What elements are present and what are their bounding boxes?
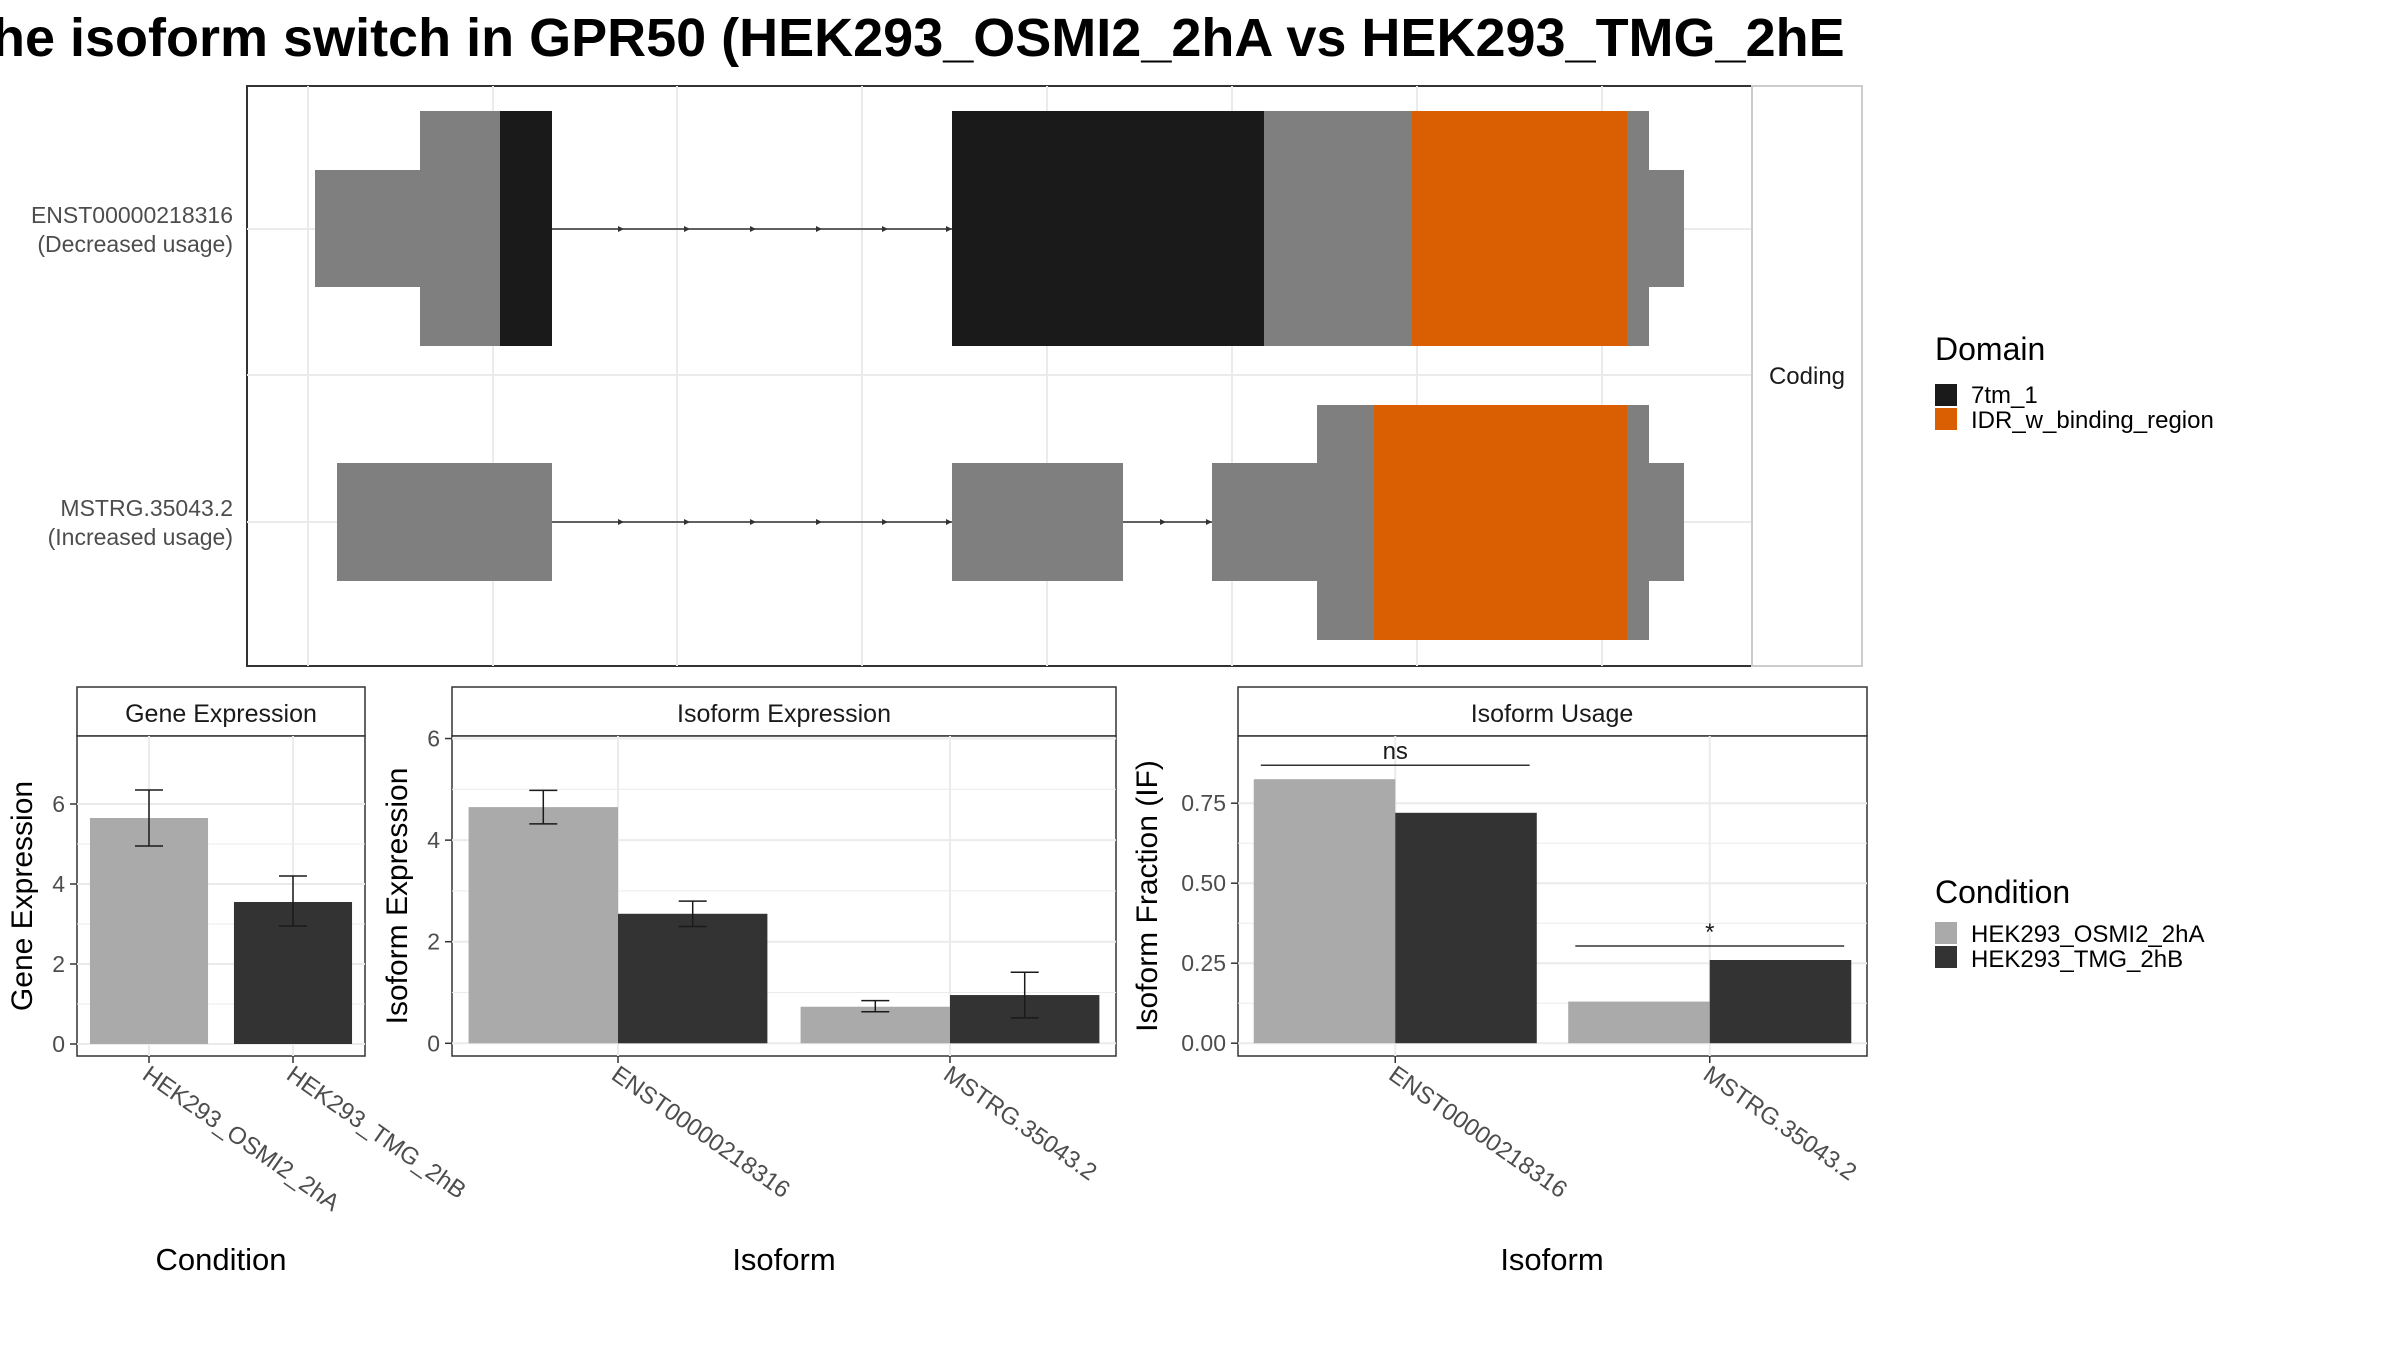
bar	[1395, 812, 1537, 1044]
intron-arrows	[618, 226, 952, 232]
isoform-expression-ylabel: Isoform Expression	[381, 768, 414, 1025]
utr-exon	[1649, 170, 1684, 287]
utr-exon	[1649, 463, 1684, 581]
cds-exon	[1317, 405, 1374, 640]
y-tick-label: 2	[427, 929, 440, 955]
y-tick-label: 0	[427, 1030, 440, 1056]
isoform-usage-bars	[1253, 779, 1852, 1044]
cds-exon	[1627, 111, 1649, 346]
isoform-expression-panel: Isoform Expression 0 2 4 6 ENST00000218316 M…	[381, 686, 1117, 1277]
transcript-row-mstrg-35043-2	[337, 405, 1684, 640]
bar	[468, 807, 618, 1044]
y-tick-label: 0.50	[1181, 870, 1226, 896]
transcript-label-2-usage: (Increased usage)	[48, 524, 233, 550]
gene-expression-error-bars	[135, 789, 307, 927]
significance-label: ns	[1383, 738, 1408, 765]
utr-exon	[315, 170, 420, 287]
legend-label-osmi2: HEK293_OSMI2_2hA	[1971, 921, 2204, 948]
transcript-row-enst00000218316	[315, 111, 1684, 346]
cds-exon	[1264, 111, 1412, 346]
bar	[1709, 960, 1852, 1044]
isoform-expression-strip	[451, 686, 1117, 737]
y-tick-label: 4	[52, 871, 65, 897]
bar	[1568, 1001, 1710, 1044]
transcript-label-2-id: MSTRG.35043.2	[60, 495, 233, 521]
cds-exon	[420, 111, 500, 346]
legend-key-7tm-1	[1935, 384, 1957, 406]
legend-label-idr: IDR_w_binding_region	[1971, 407, 2214, 434]
legend-key-tmg	[1935, 946, 1957, 968]
condition-legend: Condition HEK293_OSMI2_2hA HEK293_TMG_2h…	[1935, 874, 2204, 973]
y-tick-label: 2	[52, 951, 65, 977]
isoform-usage-significance: ns *	[1260, 738, 1845, 947]
isoform-expression-y-axis: 0 2 4 6	[427, 726, 452, 1056]
transcript-labels: ENST00000218316 (Decreased usage) MSTRG.…	[31, 202, 233, 550]
transcript-label-1-id: ENST00000218316	[31, 202, 233, 228]
cds-exon	[1627, 405, 1649, 640]
transcript-label-1-usage: (Decreased usage)	[37, 231, 233, 257]
domain-idr-w-binding-region	[1374, 405, 1627, 640]
figure-title: he isoform switch in GPR50 (HEK293_OSMI2…	[0, 8, 1845, 68]
bar	[618, 913, 768, 1044]
isoform-expression-x-axis: ENST00000218316 MSTRG.35043.2	[607, 1056, 1102, 1204]
y-tick-label: 0.25	[1181, 950, 1226, 976]
domain-7tm-1	[952, 111, 1264, 346]
isoform-usage-y-axis: 0.00 0.25 0.50 0.75	[1181, 790, 1238, 1056]
gene-expression-title: Gene Expression	[125, 700, 317, 728]
legend-key-osmi2	[1935, 922, 1957, 944]
bar	[1253, 779, 1396, 1044]
bar	[89, 818, 209, 1044]
isoform-expression-bars	[468, 807, 1100, 1044]
y-tick-label: 6	[427, 726, 440, 752]
legend-key-idr	[1935, 408, 1957, 430]
x-tick-label: ENST00000218316	[607, 1061, 795, 1204]
isoform-usage-panel: Isoform Usage ns * 0.00 0.25 0.50 0.75 ENST0…	[1131, 686, 1868, 1277]
domain-idr-w-binding-region	[1412, 111, 1627, 346]
isoform-usage-title: Isoform Usage	[1471, 700, 1634, 728]
gene-expression-ylabel: Gene Expression	[6, 781, 39, 1011]
gene-expression-xlabel: Condition	[156, 1242, 287, 1277]
y-tick-label: 0.00	[1181, 1030, 1226, 1056]
y-tick-label: 0	[52, 1031, 65, 1057]
domain-legend: Domain 7tm_1 IDR_w_binding_region	[1935, 331, 2214, 434]
condition-legend-title: Condition	[1935, 874, 2070, 910]
legend-label-tmg: HEK293_TMG_2hB	[1971, 946, 2183, 973]
isoform-expression-error-bars	[529, 789, 1039, 1019]
transcript-panel: ENST00000218316 (Decreased usage) MSTRG.…	[31, 85, 1863, 667]
isoform-usage-ylabel: Isoform Fraction (IF)	[1131, 760, 1164, 1032]
isoform-expression-xlabel: Isoform	[732, 1242, 835, 1277]
gene-expression-bars	[89, 818, 353, 1044]
utr-exon	[952, 463, 1123, 581]
legend-label-7tm-1: 7tm_1	[1971, 382, 2038, 409]
gene-expression-strip	[76, 686, 366, 737]
coding-strip	[1751, 85, 1863, 667]
y-tick-label: 0.75	[1181, 790, 1226, 816]
significance-label: *	[1705, 919, 1714, 946]
x-tick-label: MSTRG.35043.2	[1698, 1061, 1861, 1186]
isoform-usage-x-axis: ENST00000218316 MSTRG.35043.2	[1384, 1056, 1861, 1204]
y-tick-label: 4	[427, 827, 440, 853]
isoform-usage-xlabel: Isoform	[1500, 1242, 1603, 1277]
utr-exon	[337, 463, 552, 581]
utr-exon	[1212, 463, 1317, 581]
coding-strip-label: Coding	[1769, 363, 1845, 390]
bar	[800, 1006, 950, 1044]
domain-7tm-1	[500, 111, 552, 346]
gene-expression-y-axis: 0 2 4 6	[52, 791, 77, 1057]
isoform-expression-title: Isoform Expression	[677, 700, 891, 728]
x-tick-label: MSTRG.35043.2	[939, 1061, 1102, 1186]
y-tick-label: 6	[52, 791, 65, 817]
x-tick-label: ENST00000218316	[1384, 1061, 1572, 1204]
intron-arrows	[618, 519, 1212, 525]
domain-legend-title: Domain	[1935, 331, 2045, 367]
